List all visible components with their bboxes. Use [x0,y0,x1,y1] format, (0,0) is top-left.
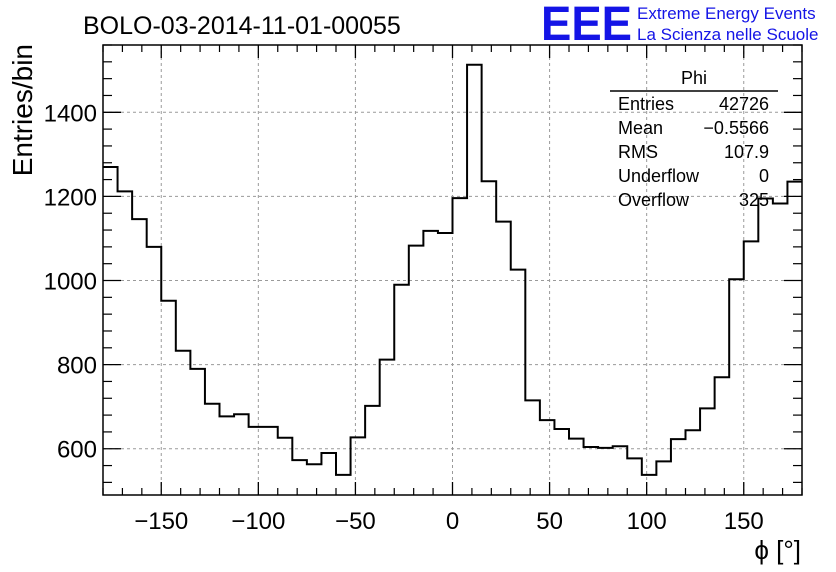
stats-row-label: Mean [618,118,663,138]
plot-frame [102,44,803,496]
chart-title: BOLO-03-2014-11-01-00055 [83,12,401,40]
stats-title: Phi [681,68,707,88]
axis-ticks [102,44,803,495]
stats-row-value: 325 [739,190,769,210]
stats-row-label: Underflow [618,166,700,186]
y-axis-label: Entries/bin [7,44,38,176]
stats-row-value: 42726 [719,94,769,114]
x-tick-label: 150 [724,508,764,535]
histogram-step-line [103,63,802,476]
eee-logo: EEE Extreme Energy Events La Scienza nel… [541,0,818,51]
stats-row-value: −0.5566 [703,118,769,138]
tick-labels: −150 −100 −50 0 50 100 150 600 800 1000 1200 1400 [44,100,764,535]
stats-row-value: 107.9 [724,142,769,162]
y-tick-label: 600 [57,437,97,464]
eee-logo-text: EEE [541,0,632,51]
stats-box: Phi Entries 42726 Mean −0.5566 RMS 107.9 Under… [610,68,778,210]
x-tick-label: −150 [134,508,188,535]
stats-row-label: Overflow [618,190,690,210]
y-tick-label: 1400 [44,100,97,127]
x-tick-label: −50 [335,508,376,535]
x-tick-label: 0 [446,508,459,535]
stats-row-value: 0 [759,166,769,186]
y-tick-label: 800 [57,353,97,380]
brand-line-1: Extreme Energy Events [637,4,816,23]
y-tick-label: 1200 [44,184,97,211]
grid-lines [103,45,802,495]
y-tick-label: 1000 [44,269,97,296]
x-tick-label: 100 [627,508,667,535]
x-tick-label: 50 [536,508,563,535]
brand-line-2: La Scienza nelle Scuole [637,25,818,44]
stats-row-label: Entries [618,94,674,114]
stats-row-label: RMS [618,142,658,162]
x-tick-label: −100 [231,508,285,535]
x-axis-label: ϕ [°] [754,535,801,565]
